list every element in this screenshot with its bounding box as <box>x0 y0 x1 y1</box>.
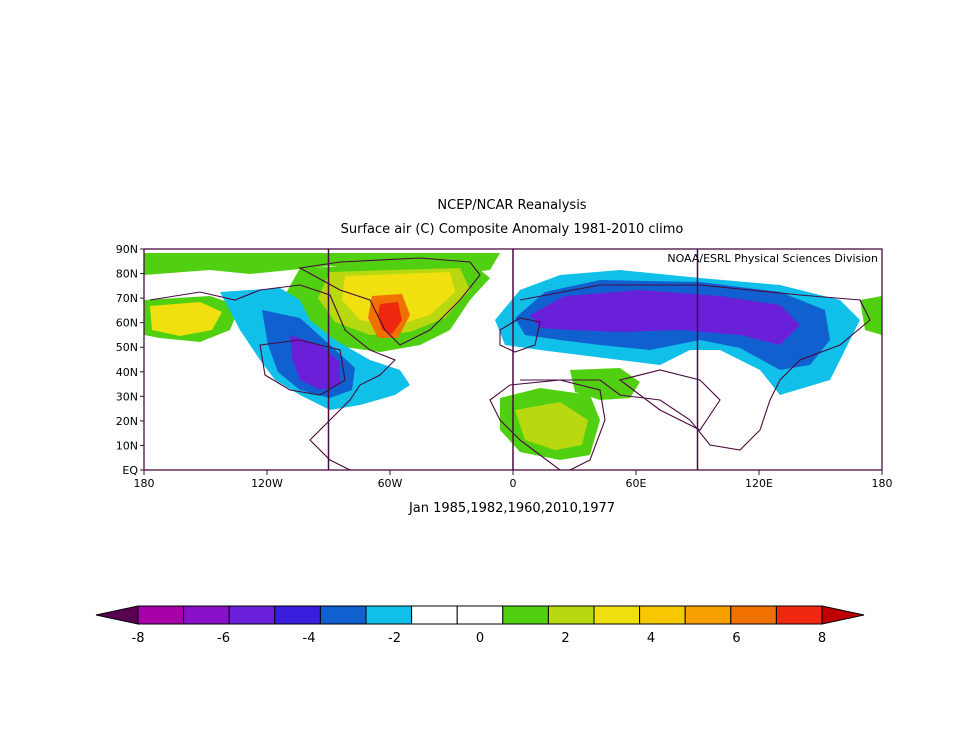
longitude-label: 60E <box>626 477 647 490</box>
anomaly-shading <box>144 253 882 460</box>
longitude-label: 180 <box>134 477 155 490</box>
colorbar-swatch <box>365 605 413 625</box>
colorbar: -8 -6 -4 -2 0 2 4 6 8 <box>95 605 865 646</box>
colorbar-swatch <box>456 605 504 625</box>
anomaly-region-africa-warm <box>515 402 588 450</box>
title-line-2: Surface air (C) Composite Anomaly 1981-2… <box>341 222 684 237</box>
anomaly-region-alaska-west <box>860 296 882 335</box>
latitude-label: 40N <box>116 366 138 379</box>
anomaly-map: NOAA/ESRL Physical Sciences Division 180… <box>116 243 893 490</box>
colorbar-arrow-low <box>95 605 139 625</box>
latitude-label: 10N <box>116 439 138 452</box>
title-line-1: NCEP/NCAR Reanalysis <box>437 198 586 213</box>
latitude-axis: EQ 10N 20N 30N 40N 50N 60N 70N 80N 90N <box>116 243 144 477</box>
colorbar-swatch <box>274 605 321 625</box>
anomaly-region-labrador-hottest <box>378 302 402 334</box>
anomaly-region-alaska-warm <box>150 302 222 336</box>
colorbar-swatch <box>684 605 732 625</box>
longitude-label: 120W <box>251 477 283 490</box>
latitude-label: 60N <box>116 317 138 330</box>
composite-dates: Jan 1985,1982,1960,2010,1977 <box>408 501 615 516</box>
colorbar-swatch <box>319 605 367 625</box>
colorbar-swatch <box>730 605 777 625</box>
colorbar-swatch <box>593 605 641 625</box>
colorbar-label: 0 <box>476 631 484 646</box>
colorbar-label: -4 <box>303 631 316 646</box>
colorbar-label: -2 <box>388 631 401 646</box>
coastlines <box>149 257 871 470</box>
colorbar-swatch <box>547 605 595 625</box>
colorbar-swatch <box>183 605 230 625</box>
latitude-label: 30N <box>116 390 138 403</box>
longitude-axis: 180 120W 60W 0 60E 120E 180 <box>134 470 893 490</box>
colorbar-swatch <box>775 605 823 625</box>
colorbar-label: 4 <box>647 631 655 646</box>
colorbar-swatch <box>639 605 686 625</box>
colorbar-label: 6 <box>732 631 740 646</box>
colorbar-swatch <box>228 605 276 625</box>
colorbar-swatch <box>137 605 185 625</box>
colorbar-label: -6 <box>217 631 230 646</box>
colorbar-arrow-high <box>821 605 865 625</box>
colorbar-label: -8 <box>132 631 145 646</box>
longitude-label: 60W <box>378 477 403 490</box>
anomaly-region-eurasia-coldest <box>530 290 800 345</box>
longitude-label: 180 <box>872 477 893 490</box>
meridian-dividers <box>327 249 699 470</box>
colorbar-label: 8 <box>818 631 826 646</box>
longitude-label: 120E <box>745 477 773 490</box>
colorbar-swatch <box>411 605 458 625</box>
colorbar-label: 2 <box>561 631 569 646</box>
latitude-label: 90N <box>116 243 138 256</box>
colorbar-swatch <box>502 605 549 625</box>
longitude-label: 0 <box>510 477 517 490</box>
latitude-label: 70N <box>116 292 138 305</box>
credit-label: NOAA/ESRL Physical Sciences Division <box>667 252 878 265</box>
latitude-label: 20N <box>116 415 138 428</box>
latitude-label: EQ <box>122 464 138 477</box>
latitude-label: 80N <box>116 268 138 281</box>
anomaly-region-north-america-coldest <box>290 335 340 390</box>
latitude-label: 50N <box>116 341 138 354</box>
